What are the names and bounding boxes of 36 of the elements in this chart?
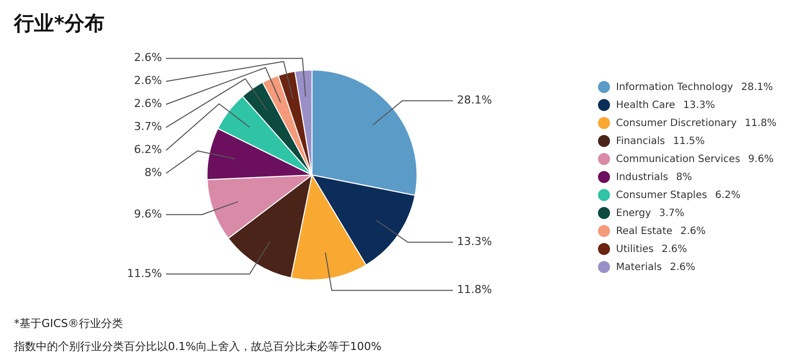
- legend-label: Real Estate: [616, 226, 672, 236]
- data-label: 8%: [144, 166, 162, 180]
- text: *基于GICS®行业分类: [14, 316, 124, 332]
- legend-label: Materials: [616, 262, 662, 272]
- text: 8%: [676, 172, 692, 182]
- legend-label: Financials: [616, 136, 665, 146]
- data-label: 6.2%: [134, 143, 162, 156]
- text: 2.6%: [670, 262, 696, 272]
- text: 28.1%: [741, 82, 773, 92]
- legend-label: Information Technology: [616, 82, 734, 92]
- legend-label: Communication Services: [616, 154, 740, 164]
- data-label: 28.1%: [457, 94, 492, 107]
- legend-label: Consumer Staples: [616, 190, 708, 200]
- text: 6.2%: [715, 190, 740, 200]
- text: 13.3%: [683, 100, 715, 110]
- text: 11.8%: [744, 118, 776, 128]
- text: 2.6%: [680, 226, 706, 236]
- legend-label: Utilities: [616, 244, 654, 254]
- data-label: 13.3%: [457, 235, 492, 248]
- text: 指数中的个别行业分类百分比以0.1%向上舍入，故总百分比未必等于100%: [14, 339, 382, 355]
- data-label: 2.6%: [134, 74, 162, 88]
- data-label: 3.7%: [134, 120, 162, 134]
- data-label: 11.8%: [457, 283, 492, 296]
- legend-label: Energy: [616, 208, 652, 218]
- legend-label: Industrials: [616, 172, 668, 182]
- text: 2.6%: [662, 244, 688, 254]
- chart-title: 行业*分布: [14, 10, 104, 37]
- data-label: 2.6%: [134, 51, 162, 64]
- legend-label: Consumer Discretionary: [616, 118, 737, 128]
- text: 9.6%: [748, 154, 774, 164]
- data-label: 2.6%: [134, 97, 162, 110]
- text: 11.5%: [673, 136, 705, 146]
- legend-label: Health Care: [616, 100, 676, 110]
- data-label: 11.5%: [127, 266, 162, 280]
- data-label: 9.6%: [134, 207, 162, 220]
- text: 3.7%: [659, 208, 684, 218]
